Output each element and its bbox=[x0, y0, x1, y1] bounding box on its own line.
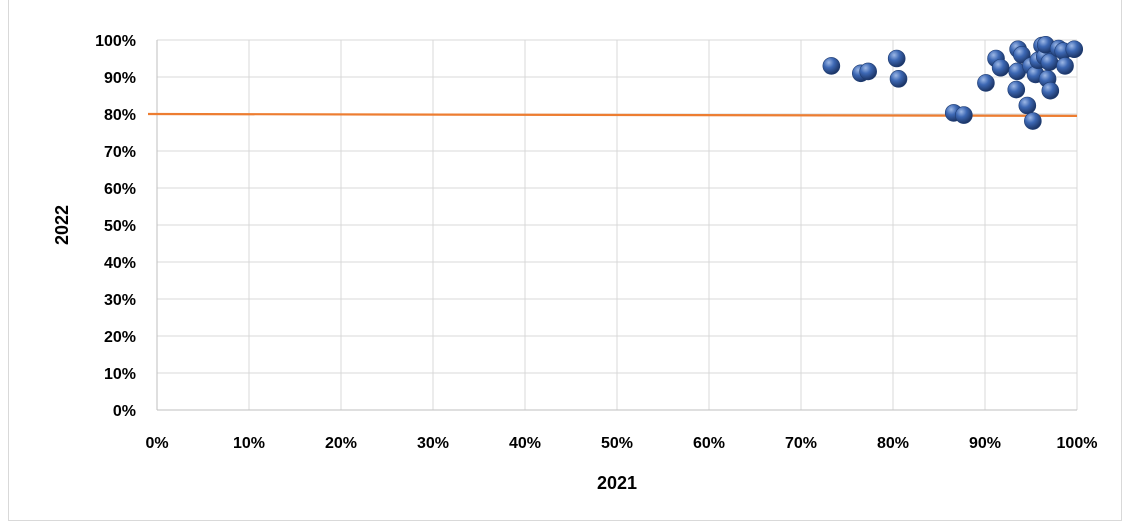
data-point bbox=[1018, 96, 1037, 115]
x-tick-label: 10% bbox=[233, 435, 265, 452]
x-tick-label: 40% bbox=[509, 435, 541, 452]
data-point bbox=[822, 57, 841, 75]
data-point bbox=[1065, 40, 1084, 59]
y-tick-label: 50% bbox=[104, 218, 136, 235]
gridlines bbox=[157, 39, 1078, 410]
data-point bbox=[1041, 81, 1060, 100]
y-tick-label: 0% bbox=[113, 403, 136, 420]
y-tick-label: 90% bbox=[104, 70, 136, 87]
y-tick-label: 20% bbox=[104, 329, 136, 346]
y-tick-label: 30% bbox=[104, 292, 136, 309]
data-point bbox=[1024, 112, 1042, 130]
x-tick-label: 0% bbox=[145, 435, 168, 452]
y-tick-label: 40% bbox=[104, 255, 136, 272]
x-tick-label: 50% bbox=[601, 435, 633, 452]
reference-line bbox=[147, 112, 1078, 117]
x-tick-label: 100% bbox=[1057, 435, 1098, 452]
x-tick-label: 70% bbox=[785, 435, 817, 452]
axes: 0% 10% 20% 30% 40% 50% 60% 70% 80% 90% 100% 0% 10% 20… bbox=[95, 33, 1097, 452]
data-points bbox=[822, 36, 1084, 130]
chart-frame bbox=[8, 0, 1122, 521]
x-tick-label: 80% bbox=[877, 435, 909, 452]
y-tick-label: 70% bbox=[104, 144, 136, 161]
y-tick-label: 100% bbox=[95, 33, 136, 50]
x-tick-label: 90% bbox=[969, 435, 1001, 452]
x-tick-label: 60% bbox=[693, 435, 725, 452]
data-point bbox=[991, 58, 1010, 77]
data-point bbox=[955, 106, 973, 124]
data-point bbox=[1056, 57, 1074, 75]
data-point bbox=[977, 74, 995, 92]
y-tick-label: 60% bbox=[104, 181, 136, 198]
data-point bbox=[1007, 80, 1026, 99]
data-point bbox=[889, 70, 908, 88]
data-point bbox=[887, 49, 906, 68]
data-point bbox=[859, 62, 877, 81]
reference-line-group bbox=[147, 112, 1078, 117]
y-tick-label: 10% bbox=[104, 366, 136, 383]
x-tick-label: 30% bbox=[417, 435, 449, 452]
x-tick-label: 20% bbox=[325, 435, 357, 452]
x-axis-title: 2021 bbox=[597, 473, 637, 493]
y-axis-title: 2022 bbox=[52, 205, 72, 245]
y-tick-label: 80% bbox=[104, 107, 136, 124]
